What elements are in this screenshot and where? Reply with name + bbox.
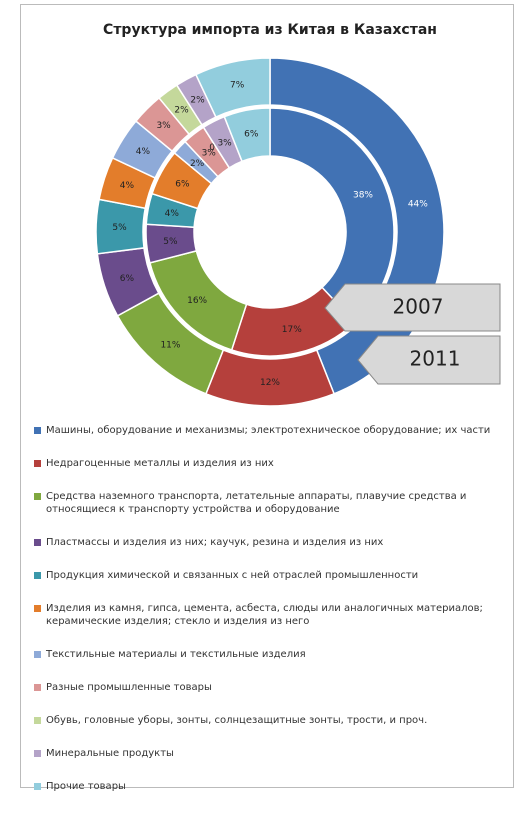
legend-item: Обувь, головные уборы, зонты, солнцезащи… <box>34 714 500 727</box>
data-label: 38% <box>353 191 373 201</box>
legend-swatch <box>34 427 41 434</box>
legend-item: Продукция химической и связанных с ней о… <box>34 569 500 582</box>
data-label: 7% <box>230 81 245 91</box>
data-label: 17% <box>282 325 302 335</box>
legend-label: Изделия из камня, гипса, цемента, асбест… <box>46 603 483 627</box>
legend-item: Машины, оборудование и механизмы; электр… <box>34 424 500 437</box>
legend-label: Машины, оборудование и механизмы; электр… <box>46 425 491 436</box>
legend-swatch <box>34 783 41 790</box>
data-label: 3% <box>156 121 171 131</box>
data-label: 4% <box>136 147 151 157</box>
legend-label: Текстильные материалы и текстильные изде… <box>46 649 306 660</box>
chart: Структура импорта из Китая в Казахстан 3… <box>95 22 501 407</box>
data-label: 5% <box>112 223 127 233</box>
legend-swatch <box>34 605 41 612</box>
data-label: 12% <box>260 378 280 388</box>
data-label: 16% <box>187 296 207 306</box>
donut-slice <box>223 107 271 163</box>
data-label: 2% <box>190 159 205 169</box>
data-label: 6% <box>244 129 259 139</box>
legend-item: Разные промышленные товары <box>34 681 500 694</box>
legend-item: Изделия из камня, гипса, цемента, асбест… <box>34 602 500 628</box>
legend-item: Недрагоценные металлы и изделия из них <box>34 457 500 470</box>
data-label: 6% <box>175 179 190 189</box>
legend-label: Минеральные продукты <box>46 748 174 759</box>
legend-item: Пластмассы и изделия из них; каучук, рез… <box>34 536 500 549</box>
legend-item: Минеральные продукты <box>34 747 500 760</box>
callout <box>324 283 501 332</box>
data-label: 4% <box>165 209 180 219</box>
data-label: 3% <box>217 138 232 148</box>
data-label: 3% <box>202 148 217 158</box>
legend-item: Средства наземного транспорта, летательн… <box>34 490 500 516</box>
legend-swatch <box>34 651 41 658</box>
legend-swatch <box>34 460 41 467</box>
data-label: 2% <box>174 106 189 116</box>
legend-label: Недрагоценные металлы и изделия из них <box>46 458 274 469</box>
data-label: 44% <box>408 199 428 209</box>
callout-label: 2007 <box>393 295 444 319</box>
data-label: 11% <box>160 340 180 350</box>
callout-label: 2011 <box>410 347 461 371</box>
chart-title: Структура импорта из Китая в Казахстан <box>103 22 437 38</box>
legend-item: Текстильные материалы и текстильные изде… <box>34 648 500 661</box>
data-label: 6% <box>120 274 135 284</box>
legend-label: Прочие товары <box>46 781 126 792</box>
legend-label: Обувь, головные уборы, зонты, солнцезащи… <box>46 715 428 726</box>
callout <box>357 335 501 385</box>
legend-swatch <box>34 539 41 546</box>
legend-swatch <box>34 750 41 757</box>
legend-swatch <box>34 493 41 500</box>
data-label: 2% <box>190 96 205 106</box>
legend: Машины, оборудование и механизмы; электр… <box>34 424 500 813</box>
legend-swatch <box>34 572 41 579</box>
legend-label: Разные промышленные товары <box>46 682 212 693</box>
legend-swatch <box>34 717 41 724</box>
legend-swatch <box>34 684 41 691</box>
legend-item: Прочие товары <box>34 780 500 793</box>
data-label: 4% <box>120 181 135 191</box>
donut-slice <box>194 57 271 119</box>
chart-frame <box>20 4 514 788</box>
data-label: 5% <box>163 237 178 247</box>
legend-label: Пластмассы и изделия из них; каучук, рез… <box>46 537 384 548</box>
legend-label: Продукция химической и связанных с ней о… <box>46 570 419 581</box>
legend-label: Средства наземного транспорта, летательн… <box>46 491 467 515</box>
